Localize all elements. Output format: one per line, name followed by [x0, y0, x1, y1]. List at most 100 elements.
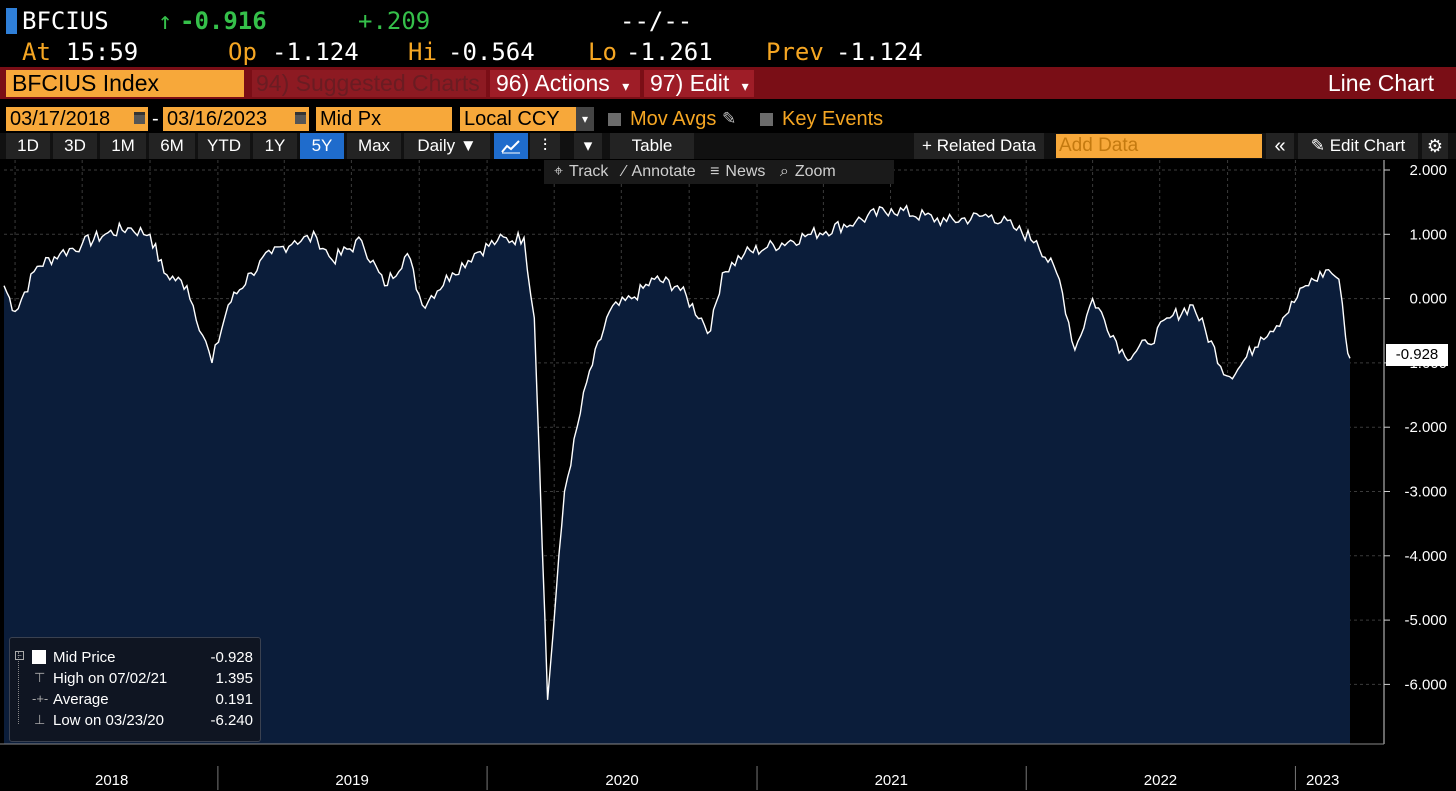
y-tick-label: -2.000 — [1404, 419, 1447, 436]
mov-avgs-checkbox[interactable] — [608, 113, 621, 126]
bid-ask: --/-- — [620, 7, 693, 35]
series-color-swatch[interactable] — [32, 650, 46, 664]
triangle-down-icon: ▼ — [459, 136, 477, 155]
calendar-icon[interactable] — [295, 112, 306, 124]
legend-average-row: Average 0.191 — [53, 691, 253, 708]
pencil-icon[interactable]: ✎ — [722, 109, 737, 128]
high-label: Hi — [408, 38, 437, 66]
currency-value: Local CCY — [464, 108, 560, 130]
x-axis: 2018 2019 2020 2021 2022 2023 — [0, 743, 1384, 790]
last-value-tag: -0.928 — [1386, 344, 1448, 366]
actions-dropdown-icon: ▾ — [622, 78, 630, 94]
table-button[interactable]: Table — [610, 133, 694, 159]
y-tick-label: -4.000 — [1404, 548, 1447, 565]
period-ytd-button[interactable]: YTD — [198, 133, 250, 159]
suggested-charts-button[interactable]: 94) Suggested Charts — [252, 70, 486, 97]
low-label: Lo — [588, 38, 617, 66]
security-field[interactable]: BFCIUS Index — [6, 70, 244, 97]
start-date-value: 03/17/2018 — [10, 108, 111, 130]
period-1y-button[interactable]: 1Y — [253, 133, 297, 159]
add-data-input[interactable]: Add Data — [1056, 134, 1262, 158]
gear-icon[interactable]: ⚙ — [1422, 133, 1448, 159]
pencil-icon: ✎ — [1310, 136, 1330, 155]
chart-tools-bar: ⌖ Track ⁄ Annotate ≡ News ⌕ Zoom — [544, 160, 894, 184]
chart-type-dropdown-icon[interactable]: ▾ — [574, 133, 602, 159]
key-events-label: Key Events — [782, 108, 884, 130]
y-axis: 2.0001.0000.000-1.000-2.000-3.000-4.000-… — [1383, 160, 1447, 744]
crosshair-icon[interactable]: ⌖ — [554, 163, 564, 180]
chevron-down-icon: ▾ — [576, 107, 594, 131]
chart-legend[interactable]: − Mid Price -0.928 ⊤ High on 07/02/21 1.… — [9, 637, 261, 742]
y-tick-label: 2.000 — [1409, 162, 1447, 179]
period-3d-button[interactable]: 3D — [53, 133, 97, 159]
x-tick-label: 2023 — [1306, 772, 1339, 789]
frequency-dropdown[interactable]: Daily ▼ — [404, 133, 490, 159]
high-value: 1.395 — [215, 670, 253, 687]
y-tick-label: -3.000 — [1404, 484, 1447, 501]
collapse-icon[interactable]: « — [1266, 133, 1294, 159]
period-1m-button[interactable]: 1M — [100, 133, 146, 159]
open-label: Op — [228, 38, 257, 66]
y-tick-label: -5.000 — [1404, 612, 1447, 629]
x-tick-label: 2019 — [335, 772, 368, 789]
search-icon[interactable]: ⌕ — [779, 163, 789, 180]
date-separator: - — [152, 108, 159, 130]
zoom-button[interactable]: Zoom — [794, 163, 836, 180]
legend-mid-price-row: Mid Price -0.928 — [53, 649, 253, 666]
period-max-button[interactable]: Max — [347, 133, 401, 159]
high-label: High on 07/02/21 — [53, 670, 168, 687]
collapse-icon[interactable]: − — [15, 651, 24, 660]
at-label: At — [22, 38, 51, 66]
x-tick-label: 2022 — [1144, 772, 1177, 789]
news-icon[interactable]: ≡ — [710, 163, 720, 180]
y-tick-label: -6.000 — [1404, 676, 1447, 693]
high-value: -0.564 — [448, 38, 535, 66]
average-value: 0.191 — [215, 691, 253, 708]
prev-label: Prev — [766, 38, 824, 66]
legend-high-row: High on 07/02/21 1.395 — [53, 670, 253, 687]
end-date-field[interactable]: 03/16/2023 — [163, 107, 309, 131]
x-tick-label: 2020 — [605, 772, 638, 789]
bar-chart-icon[interactable]: ⫶ — [530, 133, 560, 159]
start-date-field[interactable]: 03/17/2018 — [6, 107, 148, 131]
edit-label: 97) Edit — [650, 70, 730, 96]
edit-chart-label: Edit Chart — [1329, 136, 1406, 155]
annotate-icon[interactable]: ⁄ — [622, 163, 626, 180]
low-value: -1.261 — [626, 38, 713, 66]
period-5y-button[interactable]: 5Y — [300, 133, 344, 159]
currency-select[interactable]: Local CCY ▾ — [460, 107, 594, 131]
average-label: Average — [53, 691, 109, 708]
calendar-icon[interactable] — [134, 112, 145, 124]
y-tick-label: 0.000 — [1409, 291, 1447, 308]
actions-label: 96) Actions — [496, 70, 610, 96]
related-data-button[interactable]: + Related Data — [914, 133, 1044, 159]
ticker-marker — [6, 8, 17, 34]
x-tick-label: 2018 — [95, 772, 128, 789]
ticker-symbol: BFCIUS — [22, 7, 109, 35]
net-change: +.209 — [358, 7, 431, 35]
x-tick-label: 2021 — [875, 772, 908, 789]
news-button[interactable]: News — [725, 163, 766, 180]
mov-avgs-label: Mov Avgs — [630, 108, 717, 130]
low-value: -6.240 — [210, 712, 253, 729]
key-events-checkbox[interactable] — [760, 113, 773, 126]
legend-low-row: Low on 03/23/20 -6.240 — [53, 712, 253, 729]
chart-type-label: Line Chart — [1327, 70, 1434, 96]
price-type-field[interactable]: Mid Px — [316, 107, 452, 131]
edit-button[interactable]: 97) Edit ▾ — [644, 70, 754, 97]
track-button[interactable]: Track — [569, 163, 609, 180]
price-area — [4, 205, 1350, 745]
edit-dropdown-icon: ▾ — [741, 78, 749, 94]
annotate-button[interactable]: Annotate — [631, 163, 696, 180]
y-tick-label: 1.000 — [1409, 226, 1447, 243]
end-date-value: 03/16/2023 — [167, 108, 268, 130]
mid-price-label: Mid Price — [53, 649, 116, 666]
actions-button[interactable]: 96) Actions ▾ — [490, 70, 640, 97]
high-marker-icon: ⊤ — [34, 670, 46, 685]
period-1d-button[interactable]: 1D — [6, 133, 50, 159]
prev-value: -1.124 — [836, 38, 923, 66]
mid-price-value: -0.928 — [210, 649, 253, 666]
period-6m-button[interactable]: 6M — [149, 133, 195, 159]
edit-chart-button[interactable]: ✎ Edit Chart — [1298, 133, 1418, 159]
line-chart-icon[interactable] — [494, 133, 528, 159]
